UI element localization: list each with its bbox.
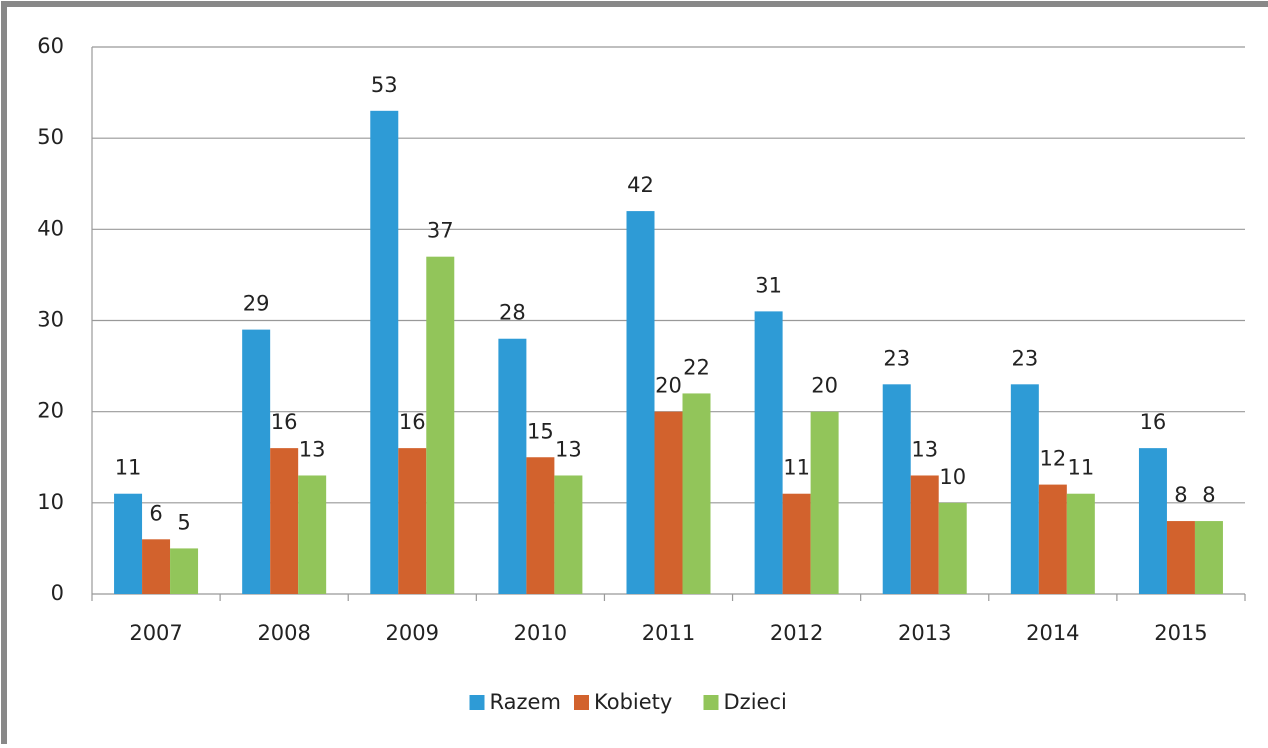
- data-label: 53: [371, 73, 398, 97]
- bar: [910, 475, 939, 594]
- data-label: 8: [1202, 483, 1215, 507]
- data-label: 29: [243, 292, 270, 316]
- y-tick-label: 30: [37, 308, 64, 332]
- bar: [298, 475, 327, 594]
- legend-swatch: [703, 695, 719, 710]
- bar: [1066, 493, 1095, 594]
- bar: [782, 493, 811, 594]
- bar: [754, 311, 783, 594]
- legend-label: Dzieci: [724, 690, 787, 714]
- data-label: 13: [299, 437, 326, 461]
- data-label: 22: [683, 355, 710, 379]
- data-label: 16: [399, 410, 426, 434]
- x-tick-label: 2011: [642, 621, 695, 645]
- data-label: 11: [783, 456, 810, 480]
- bar: [170, 548, 199, 594]
- legend-label: Kobiety: [594, 690, 672, 714]
- x-tick-label: 2009: [386, 621, 439, 645]
- bar: [810, 411, 839, 594]
- bar: [142, 539, 171, 594]
- data-label: 5: [177, 510, 190, 534]
- data-label: 31: [755, 273, 782, 297]
- y-tick-label: 20: [37, 399, 64, 423]
- x-tick-label: 2008: [257, 621, 310, 645]
- y-tick-label: 50: [37, 125, 64, 149]
- bar: [1010, 384, 1039, 594]
- x-tick-label: 2015: [1154, 621, 1207, 645]
- data-label: 37: [427, 219, 454, 243]
- data-label: 16: [271, 410, 298, 434]
- data-label: 12: [1039, 447, 1066, 471]
- bar: [242, 329, 271, 594]
- data-label: 6: [149, 501, 162, 525]
- data-label: 15: [527, 419, 554, 443]
- x-tick-label: 2013: [898, 621, 951, 645]
- y-tick-label: 0: [51, 581, 64, 605]
- data-label: 11: [115, 456, 142, 480]
- legend-swatch: [469, 695, 485, 710]
- x-tick-label: 2014: [1026, 621, 1079, 645]
- bar: [882, 384, 911, 594]
- bar: [498, 338, 527, 594]
- data-label: 28: [499, 301, 526, 325]
- data-label: 20: [655, 374, 682, 398]
- bar: [526, 457, 555, 594]
- data-label: 11: [1067, 456, 1094, 480]
- bar: [1194, 521, 1223, 594]
- bar: [114, 493, 143, 594]
- data-label: 23: [883, 346, 910, 370]
- data-label: 23: [1011, 346, 1038, 370]
- bar: [654, 411, 683, 594]
- legend-swatch: [574, 695, 589, 710]
- data-label: 13: [911, 437, 938, 461]
- x-tick-label: 2007: [129, 621, 182, 645]
- data-label: 20: [811, 374, 838, 398]
- legend-label: Razem: [490, 690, 561, 714]
- data-label: 16: [1140, 410, 1167, 434]
- x-tick-label: 2010: [514, 621, 567, 645]
- data-label: 13: [555, 437, 582, 461]
- data-label: 10: [939, 465, 966, 489]
- bar: [682, 393, 711, 594]
- x-tick-label: 2012: [770, 621, 823, 645]
- bar: [426, 256, 455, 594]
- bar: [938, 502, 967, 594]
- data-label: 42: [627, 173, 654, 197]
- bar: [1138, 448, 1167, 594]
- bar: [626, 211, 655, 594]
- y-tick-label: 40: [37, 216, 64, 240]
- bar: [270, 448, 299, 594]
- bar: [1166, 521, 1195, 594]
- bar: [370, 110, 399, 595]
- bar: [554, 475, 583, 594]
- y-tick-label: 10: [37, 490, 64, 514]
- y-tick-label: 60: [37, 34, 64, 58]
- bar: [1038, 484, 1067, 594]
- bar: [398, 448, 427, 594]
- data-label: 8: [1174, 483, 1187, 507]
